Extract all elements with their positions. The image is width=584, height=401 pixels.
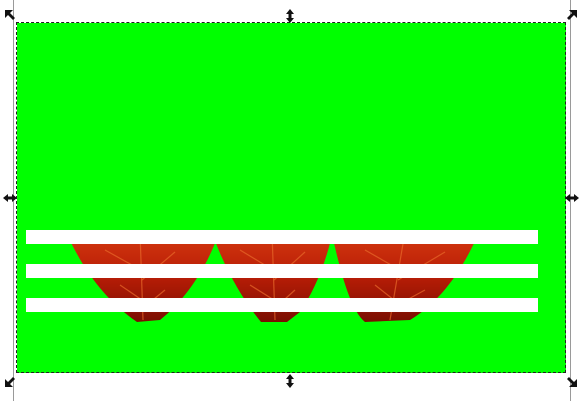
scale-ne-icon[interactable]: [563, 8, 579, 24]
scale-w-icon[interactable]: [2, 190, 18, 206]
guide-line-right[interactable]: [570, 0, 571, 401]
scale-se-icon[interactable]: [563, 373, 579, 389]
scale-sw-icon[interactable]: [3, 373, 19, 389]
white-stripe-3[interactable]: [26, 298, 538, 312]
scale-nw-icon[interactable]: [3, 8, 19, 24]
green-background-rect[interactable]: [17, 23, 566, 373]
white-stripe-1[interactable]: [26, 230, 538, 244]
scale-n-icon[interactable]: [282, 8, 298, 24]
scale-s-icon[interactable]: [282, 373, 298, 389]
white-stripe-2[interactable]: [26, 264, 538, 278]
scale-e-icon[interactable]: [564, 190, 580, 206]
